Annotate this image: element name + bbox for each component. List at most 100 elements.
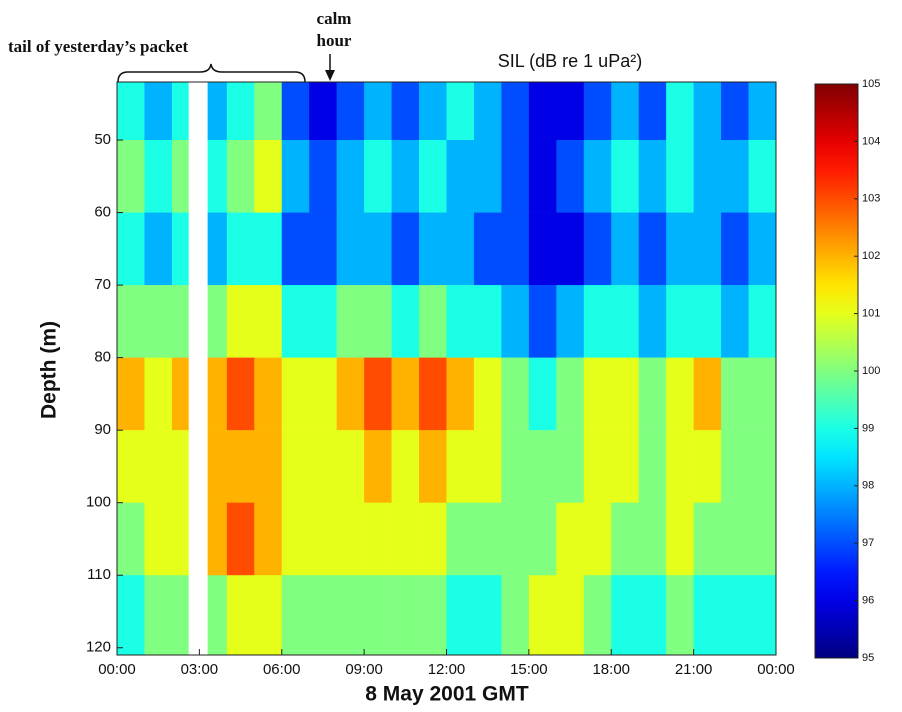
heatmap-cell: [336, 285, 365, 358]
heatmap-cell: [693, 357, 722, 431]
heatmap-cell: [693, 140, 722, 213]
heatmap-cell: [611, 430, 640, 503]
heatmap-cell: [207, 575, 228, 656]
heatmap-cell: [583, 285, 612, 358]
colorbar-tick-label: 101: [862, 308, 880, 320]
heatmap-cell: [281, 82, 310, 141]
heatmap-cell: [556, 430, 585, 503]
heatmap-cell: [336, 212, 365, 286]
heatmap-cell: [144, 285, 173, 358]
heatmap-cell: [309, 430, 337, 503]
heatmap-cell: [254, 140, 283, 213]
heatmap-cell: [748, 575, 777, 656]
heatmap-cell: [391, 140, 420, 213]
colorbar-tick-label: 103: [862, 193, 880, 205]
heatmap-cell: [528, 502, 557, 576]
heatmap-cell: [638, 140, 667, 213]
heatmap-cell: [666, 285, 694, 358]
heatmap-cell: [391, 212, 420, 286]
heatmap-cell: [391, 285, 420, 358]
heatmap-cell: [721, 430, 749, 503]
heatmap-cell: [638, 430, 667, 503]
colorbar-tick-label: 102: [862, 250, 880, 262]
heatmap-cell: [364, 285, 392, 358]
heatmap-cell: [501, 212, 530, 286]
heatmap-cell: [501, 502, 530, 576]
heatmap-cell: [748, 285, 777, 358]
heatmap-cell: [473, 285, 502, 358]
heatmap-cell: [611, 357, 640, 431]
x-tick-label: 09:00: [345, 661, 383, 678]
heatmap-cell: [364, 140, 392, 213]
heatmap-cell: [364, 575, 392, 656]
heatmap-cell: [254, 285, 283, 358]
heatmap-cell: [611, 212, 640, 286]
heatmap-cell: [666, 430, 694, 503]
heatmap-cell: [144, 140, 173, 213]
heatmap-cell: [117, 357, 145, 431]
heatmap-cell: [309, 502, 337, 576]
heatmap-cell: [446, 357, 475, 431]
heatmap-cell: [419, 82, 447, 141]
heatmap-cell: [391, 357, 420, 431]
heatmap-cell: [666, 82, 694, 141]
heatmap-cell: [721, 502, 749, 576]
heatmap-cell: [117, 212, 145, 286]
heatmap-cell: [528, 285, 557, 358]
heatmap-cell: [419, 285, 447, 358]
heatmap-cell: [281, 502, 310, 576]
colorbar-tick-label: 98: [862, 480, 874, 492]
heatmap-cell: [117, 285, 145, 358]
heatmap-cell: [419, 575, 447, 656]
heatmap-cell: [666, 212, 694, 286]
heatmap-cell: [419, 357, 447, 431]
heatmap-cell: [693, 430, 722, 503]
heatmap-cell: [309, 285, 337, 358]
heatmap-cell: [721, 82, 749, 141]
arrow-head: [325, 70, 335, 81]
heatmap-cell: [446, 430, 475, 503]
x-tick-label: 18:00: [592, 661, 630, 678]
heatmap-cell: [501, 575, 530, 656]
heatmap-cell: [446, 212, 475, 286]
heatmap-cell: [583, 502, 612, 576]
heatmap-cell: [144, 430, 173, 503]
heatmap-cell: [583, 575, 612, 656]
heatmap-cell: [391, 575, 420, 656]
colorbar-tick-label: 100: [862, 365, 880, 377]
heatmap-cell: [226, 212, 255, 286]
heatmap-cell: [748, 357, 777, 431]
heatmap-cell: [748, 502, 777, 576]
heatmap-cell: [748, 430, 777, 503]
heatmap-cell: [309, 82, 337, 141]
heatmap-cell: [226, 285, 255, 358]
heatmap-cell: [309, 575, 337, 656]
heatmap-cell: [473, 502, 502, 576]
heatmap-cell: [748, 212, 777, 286]
heatmap-cell: [583, 140, 612, 213]
brace: [117, 63, 306, 83]
heatmap-cell: [501, 430, 530, 503]
heatmap-cell: [556, 357, 585, 431]
heatmap-cell: [473, 430, 502, 503]
x-tick-label: 12:00: [428, 661, 466, 678]
heatmap-cell: [336, 502, 365, 576]
heatmap-cell: [391, 502, 420, 576]
heatmap-cell: [638, 82, 667, 141]
heatmap-cell: [528, 140, 557, 213]
y-tick-label: 100: [86, 494, 111, 511]
heatmap-cell: [254, 575, 283, 656]
heatmap-cell: [336, 82, 365, 141]
chart-title: SIL (dB re 1 uPa²): [498, 51, 642, 71]
heatmap-cell: [473, 140, 502, 213]
heatmap-cell: [721, 357, 749, 431]
heatmap-cell: [364, 430, 392, 503]
heatmap-cell: [419, 212, 447, 286]
y-tick-label: 120: [86, 639, 111, 656]
heatmap-cell: [638, 502, 667, 576]
heatmap-cell: [611, 82, 640, 141]
heatmap-cell: [721, 140, 749, 213]
heatmap-cell: [638, 285, 667, 358]
heatmap-cell: [207, 140, 228, 213]
heatmap-cell: [207, 357, 228, 431]
